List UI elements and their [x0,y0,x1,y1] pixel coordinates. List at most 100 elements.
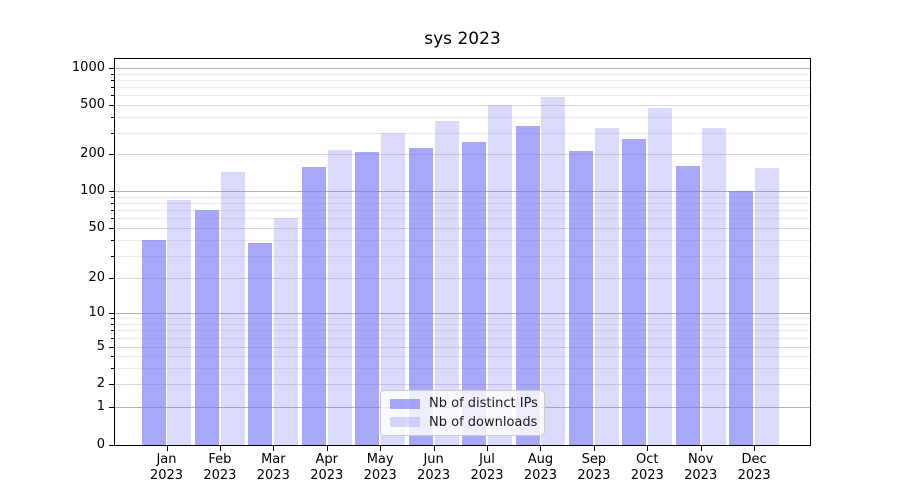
gridline-y-400 [115,117,810,119]
y-minortick-300 [111,132,115,134]
legend-swatch-downloads [390,417,420,428]
y-minortick-3 [111,367,115,369]
y-tick-label-100: 100 [80,183,105,199]
x-tick-label-dec: Dec 2023 [737,452,771,483]
bar-may-distinct-ips [355,151,380,445]
bar-sep-distinct-ips [568,151,593,445]
legend-label-downloads: Nb of downloads [429,414,538,430]
x-tick-label-jan: Jan 2023 [149,452,184,483]
y-tick-label-0: 0 [96,436,105,452]
x-tick-dec [754,445,756,451]
x-tick-label-apr: Apr 2023 [310,452,344,483]
bar-jan-distinct-ips [141,240,166,445]
y-tick-label-500: 500 [80,97,105,113]
bar-mar-distinct-ips [248,242,273,445]
gridline-y-500 [115,105,810,107]
y-tick-10 [109,313,115,315]
legend-swatch-distinct-ips [390,398,420,409]
x-tick-label-may: May 2023 [363,452,397,483]
bar-aug-downloads [541,97,566,445]
y-minortick-30 [111,255,115,257]
x-tick-nov [700,445,702,451]
y-tick-label-1000: 1000 [71,60,105,76]
y-minortick-800 [111,80,115,82]
bar-jul-downloads [487,105,512,445]
y-minortick-70 [111,210,115,212]
y-tick-label-10: 10 [88,305,105,321]
x-tick-aug [540,445,542,451]
legend-label-distinct-ips: Nb of distinct IPs [429,396,538,412]
y-minortick-4 [111,355,115,357]
gridline-y-600 [115,95,810,97]
y-minortick-7 [111,330,115,332]
x-tick-label-mar: Mar 2023 [256,452,290,483]
x-tick-may [380,445,382,451]
gridline-y-300 [115,132,810,134]
y-minortick-8 [111,324,115,326]
bar-mar-downloads [274,218,299,445]
legend-item-downloads: Nb of downloads [390,414,538,430]
x-tick-label-jul: Jul 2023 [470,452,504,483]
x-tick-apr [326,445,328,451]
y-tick-label-200: 200 [80,146,105,162]
y-minortick-200 [111,154,115,156]
x-tick-oct [647,445,649,451]
gridline-y-700 [115,87,810,89]
y-minortick-700 [111,87,115,89]
x-tick-sep [593,445,595,451]
x-tick-label-nov: Nov 2023 [684,452,718,483]
x-tick-label-sep: Sep 2023 [577,452,611,483]
legend-item-distinct-ips: Nb of distinct IPs [390,396,538,412]
y-tick-100 [109,191,115,193]
y-tick-0 [109,444,115,446]
y-tick-label-50: 50 [88,220,105,236]
bar-oct-distinct-ips [622,138,647,445]
x-tick-label-feb: Feb 2023 [203,452,237,483]
y-minortick-5 [111,346,115,348]
gridline-y-800 [115,80,810,82]
y-minortick-50 [111,228,115,230]
y-minortick-400 [111,117,115,119]
bar-dec-downloads [755,168,780,445]
y-minortick-90 [111,196,115,198]
bar-nov-distinct-ips [675,166,700,445]
bar-sep-downloads [594,127,619,445]
bar-nov-downloads [701,128,726,445]
x-tick-label-jun: Jun 2023 [417,452,451,483]
y-minortick-40 [111,240,115,242]
bar-oct-downloads [648,107,673,445]
plot-area [114,58,811,446]
y-tick-label-5: 5 [96,338,105,354]
legend: Nb of distinct IPs Nb of downloads [380,390,545,436]
y-minortick-6 [111,337,115,339]
bar-jan-downloads [167,199,192,445]
y-minortick-20 [111,277,115,279]
y-minortick-600 [111,95,115,97]
y-minortick-60 [111,218,115,220]
y-tick-label-20: 20 [88,269,105,285]
y-minortick-80 [111,203,115,205]
x-tick-label-oct: Oct 2023 [630,452,664,483]
x-tick-jun [433,445,435,451]
x-tick-jan [166,445,168,451]
y-tick-1 [109,407,115,409]
bar-feb-distinct-ips [195,210,220,445]
bar-apr-distinct-ips [301,167,326,445]
y-tick-1000 [109,68,115,70]
y-minortick-900 [111,73,115,75]
bar-dec-distinct-ips [729,191,754,445]
y-minortick-500 [111,105,115,107]
y-tick-label-2: 2 [96,376,105,392]
bar-feb-downloads [220,172,245,445]
y-tick-label-1: 1 [96,399,105,415]
gridline-y-1000 [115,68,810,70]
y-minortick-9 [111,318,115,320]
gridline-y-900 [115,73,810,75]
x-tick-label-aug: Aug 2023 [523,452,557,483]
x-tick-feb [219,445,221,451]
chart-title: sys 2023 [424,29,501,49]
y-minortick-2 [111,384,115,386]
x-tick-jul [487,445,489,451]
bar-apr-downloads [327,149,352,445]
